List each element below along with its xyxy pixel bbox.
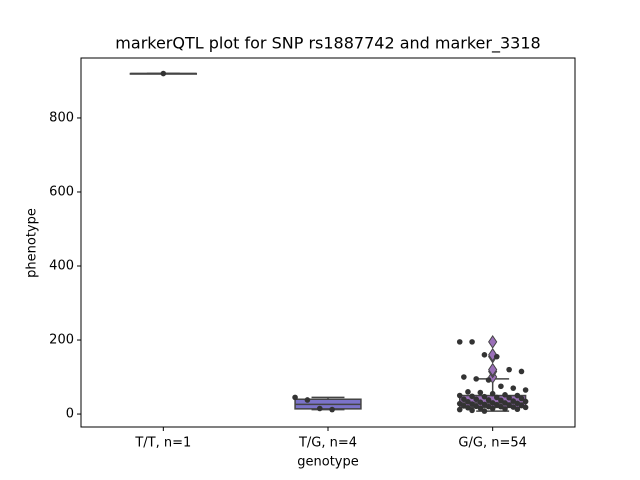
point <box>469 401 475 407</box>
point <box>518 368 525 375</box>
point <box>477 389 484 396</box>
point <box>498 383 504 390</box>
y-tick-label: 200 <box>49 333 74 348</box>
y-tick-label: 400 <box>49 259 74 274</box>
point <box>510 404 517 410</box>
point <box>465 399 471 405</box>
point <box>489 390 496 397</box>
point <box>160 70 167 77</box>
point <box>493 353 500 360</box>
point <box>514 406 521 413</box>
point <box>522 398 529 405</box>
point <box>514 392 521 399</box>
point <box>461 374 467 380</box>
point <box>292 394 298 401</box>
x-axis-label: genotype <box>297 455 358 470</box>
point <box>518 395 525 402</box>
point <box>329 406 335 413</box>
point <box>316 405 323 412</box>
point <box>510 398 517 404</box>
y-tick-label: 800 <box>49 110 74 125</box>
point <box>456 400 463 407</box>
outlier <box>488 347 498 362</box>
point <box>522 404 529 411</box>
point <box>465 389 471 395</box>
point <box>456 406 463 413</box>
point <box>502 392 508 398</box>
y-tick-label: 0 <box>66 407 74 422</box>
point <box>489 405 496 412</box>
point <box>456 392 463 399</box>
x-tick-label: T/T, n=1 <box>134 436 191 451</box>
x-tick-label: T/G, n=4 <box>298 436 357 451</box>
point <box>481 352 488 358</box>
point <box>473 376 480 382</box>
point <box>473 396 480 403</box>
point <box>481 408 488 414</box>
point <box>469 339 475 345</box>
chart-title: markerQTL plot for SNP rs1887742 and mar… <box>115 34 540 54</box>
point <box>477 405 484 411</box>
point <box>481 393 488 400</box>
outlier <box>488 334 498 349</box>
point <box>514 400 521 407</box>
point <box>469 393 475 400</box>
point <box>465 404 471 411</box>
point <box>506 366 512 373</box>
point <box>461 396 467 403</box>
point <box>510 385 517 391</box>
point <box>502 406 508 412</box>
point <box>502 400 508 406</box>
point <box>477 399 484 406</box>
point <box>469 407 475 414</box>
plot-frame <box>80 57 576 428</box>
point <box>522 387 529 393</box>
point <box>485 377 492 383</box>
point <box>456 339 463 345</box>
outlier <box>488 362 498 377</box>
point <box>485 397 492 403</box>
point <box>506 394 512 401</box>
point <box>304 397 311 403</box>
x-tick-label: G/G, n=54 <box>458 436 526 451</box>
point <box>498 403 504 410</box>
y-tick-label: 600 <box>49 184 74 199</box>
point <box>481 401 488 408</box>
point <box>498 397 504 404</box>
point <box>493 394 500 401</box>
y-axis-label: phenotype <box>25 208 40 278</box>
